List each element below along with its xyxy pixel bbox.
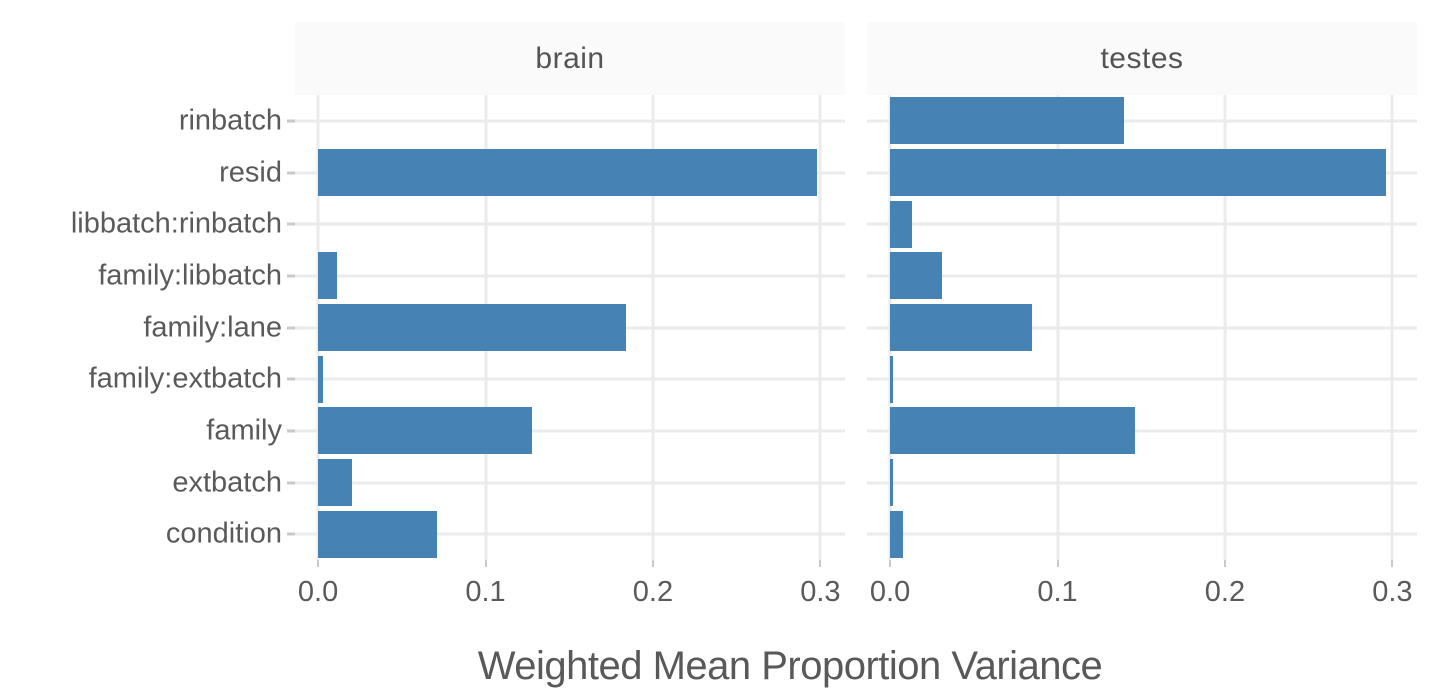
gridline-horizontal [867,532,1417,536]
bar-brain-family [318,407,533,455]
bar-testes-rinbatch [890,97,1125,145]
gridline-vertical [1390,95,1394,560]
plot-panel-testes [867,95,1417,560]
y-axis-tick [287,171,295,174]
plot-panel-brain [295,95,845,560]
bar-testes-family [890,407,1135,455]
gridline-horizontal [867,326,1417,329]
x-axis-tick-label: 0.2 [1204,576,1246,608]
gridline-vertical [1223,95,1227,560]
y-axis-label-family: family [206,414,282,447]
bar-testes-extbatch [890,459,894,506]
bar-testes-libbatch:rinbatch [890,200,912,248]
y-axis-tick [287,326,295,329]
gridline-horizontal [867,222,1417,226]
x-axis-tick [1056,560,1059,567]
bar-brain-family:libbatch [318,252,337,300]
bar-brain-resid [318,149,817,196]
x-axis-tick [651,560,654,567]
x-axis-tick [1391,560,1394,567]
bar-brain-family:lane [318,304,627,351]
y-axis-label-family:extbatch: family:extbatch [88,362,282,395]
x-axis-tick-label: 0.0 [869,576,911,608]
y-axis-label-extbatch: extbatch [172,466,282,498]
facet-strip-brain: brain [295,22,845,95]
facet-strip-testes: testes [867,22,1417,95]
y-axis-tick [287,481,295,484]
gridline-vertical [818,95,822,560]
gridline-horizontal [867,481,1417,484]
x-axis-tick-label: 0.0 [297,576,339,608]
gridline-vertical [651,95,655,560]
bar-brain-extbatch [318,459,352,506]
gridline-horizontal [295,532,845,536]
x-axis-tick [317,560,320,567]
y-axis-tick [287,532,295,536]
x-axis-tick [484,560,487,567]
bar-brain-family:extbatch [318,355,324,403]
bar-testes-family:lane [890,304,1033,351]
gridline-horizontal [295,429,845,433]
x-axis-tick-label: 0.3 [1372,576,1413,608]
y-axis-tick [287,222,295,226]
y-axis-tick [287,119,295,123]
x-axis-tick [889,560,892,567]
x-axis-title: Weighted Mean Proportion Variance [477,644,1103,688]
x-axis-tick-label: 0.1 [465,576,506,608]
x-axis-tick-label: 0.3 [800,576,841,608]
gridline-horizontal [295,222,845,226]
x-axis-tick [819,560,822,567]
facet-strip-label: testes [1100,41,1184,75]
x-axis-tick-label: 0.1 [1037,576,1078,608]
y-axis-label-rinbatch: rinbatch [178,104,282,137]
gridline-vertical [1056,95,1060,560]
gridline-horizontal [867,119,1417,123]
y-axis-label-family:libbatch: family:libbatch [98,259,282,292]
y-axis-label-libbatch:rinbatch: libbatch:rinbatch [70,207,282,240]
gridline-horizontal [867,429,1417,433]
bar-testes-resid [890,149,1386,196]
gridline-horizontal [295,377,845,381]
y-axis-tick [287,274,295,278]
y-axis-label-family:lane: family:lane [143,311,282,343]
bar-testes-family:libbatch [890,252,942,300]
y-axis-label-condition: condition [165,517,282,550]
bar-brain-condition [318,510,437,558]
bar-testes-family:extbatch [890,355,894,403]
facet-strip-label: brain [535,41,605,75]
gridline-horizontal [295,274,845,278]
x-axis-tick-label: 0.2 [632,576,674,608]
gridline-horizontal [295,119,845,123]
gridline-horizontal [295,481,845,484]
x-axis-tick [1223,560,1226,567]
gridline-horizontal [867,377,1417,381]
y-axis-tick [287,377,295,381]
bar-testes-condition [890,510,904,558]
y-axis-tick [287,429,295,433]
y-axis-label-resid: resid [219,156,282,188]
gridline-horizontal [867,274,1417,278]
